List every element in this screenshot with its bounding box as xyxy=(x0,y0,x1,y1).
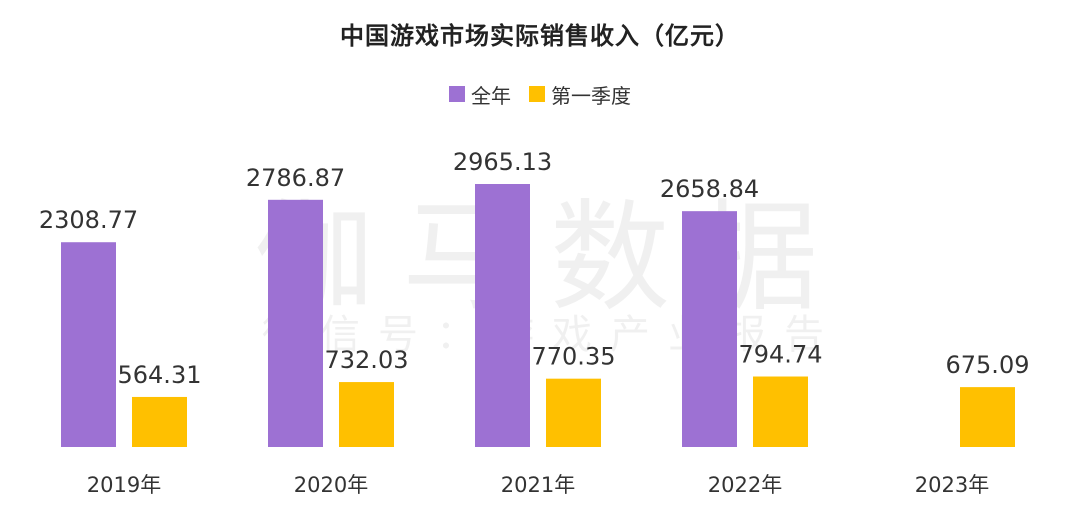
data-label-annual-0: 2308.77 xyxy=(39,206,138,234)
x-tick-label-1: 2020年 xyxy=(294,473,368,497)
chart-title: 中国游戏市场实际销售收入（亿元） xyxy=(340,22,740,50)
legend: 全年 第一季度 xyxy=(0,80,1080,108)
bar-annual-0 xyxy=(61,242,116,447)
data-label-q1-2: 770.35 xyxy=(532,343,616,371)
data-label-annual-2: 2965.13 xyxy=(453,148,552,176)
data-label-q1-4: 675.09 xyxy=(946,351,1030,379)
legend-label-annual: 全年 xyxy=(471,83,511,108)
legend-swatch-q1 xyxy=(529,86,545,102)
bar-q1-1 xyxy=(339,382,394,447)
bar-q1-0 xyxy=(132,396,187,447)
x-tick-label-0: 2019年 xyxy=(87,473,161,497)
bar-annual-3 xyxy=(682,211,737,447)
x-tick-label-2: 2021年 xyxy=(501,473,575,497)
bar-annual-1 xyxy=(268,199,323,447)
bar-q1-2 xyxy=(546,378,601,447)
legend-label-q1: 第一季度 xyxy=(551,83,631,108)
bar-q1-3 xyxy=(753,376,808,447)
legend-item-annual: 全年 xyxy=(449,80,511,109)
data-label-annual-3: 2658.84 xyxy=(660,175,759,203)
bar-q1-4 xyxy=(960,387,1015,447)
data-label-annual-1: 2786.87 xyxy=(246,164,345,192)
legend-item-q1: 第一季度 xyxy=(529,80,631,109)
legend-swatch-annual xyxy=(449,86,465,102)
data-label-q1-0: 564.31 xyxy=(118,361,202,389)
x-tick-label-4: 2023年 xyxy=(915,473,989,497)
x-tick-label-3: 2022年 xyxy=(708,473,782,497)
data-label-q1-3: 794.74 xyxy=(739,341,823,369)
data-label-q1-1: 732.03 xyxy=(325,346,409,374)
bar-annual-2 xyxy=(475,184,530,447)
